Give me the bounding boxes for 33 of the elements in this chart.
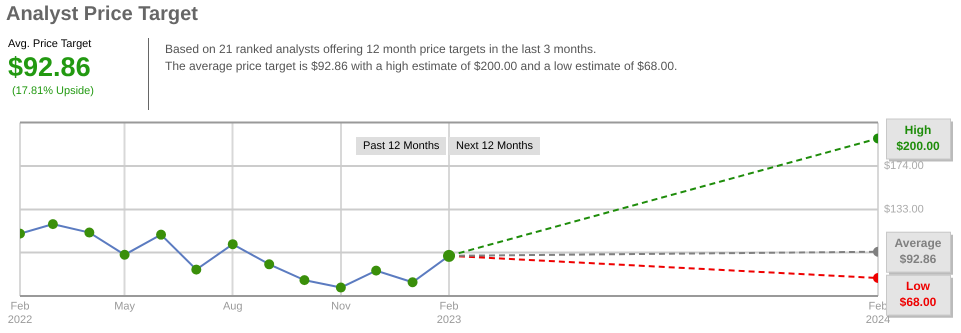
x-tick-label: Aug <box>222 300 243 313</box>
text: Based on 21 ranked analysts offering 12 month price targets in the last 3 months. <box>165 42 596 56</box>
series-label: Average <box>894 236 942 250</box>
chart-title: Analyst Price Target <box>6 3 198 26</box>
x-tick-label: Feb 2022 <box>8 300 32 326</box>
x-tick-label: Nov <box>331 300 352 313</box>
point <box>120 250 130 260</box>
point <box>408 277 418 288</box>
point <box>264 259 274 270</box>
y-tick-label: $174.00 <box>884 160 924 172</box>
data-label: $200.00 <box>896 138 940 153</box>
x-tick-label: May <box>114 300 136 313</box>
series-label: High <box>904 122 932 137</box>
point <box>336 282 346 293</box>
y-tick-label: $133.00 <box>884 203 924 216</box>
x-tick-label: Feb 2023 <box>436 300 462 326</box>
annotation: Next 12 Months <box>449 137 540 155</box>
point <box>443 250 455 262</box>
text: (17.81% Upside) <box>12 85 94 97</box>
point <box>299 275 310 286</box>
annotation: Past 12 Months <box>356 137 446 155</box>
text: Avg. Price Target <box>8 38 92 50</box>
point <box>191 264 202 275</box>
text: $92.86 <box>8 52 91 83</box>
data-label: $68.00 <box>900 295 937 310</box>
point <box>228 239 238 250</box>
point <box>156 230 166 240</box>
text: Low <box>906 279 931 294</box>
data-label: $92.86 <box>900 252 937 266</box>
point <box>48 219 58 230</box>
point <box>371 266 382 276</box>
point <box>84 228 94 238</box>
text: The average price target is $92.86 with a high estimate of $200.00 and a low estimate of $68.00. <box>165 59 678 73</box>
